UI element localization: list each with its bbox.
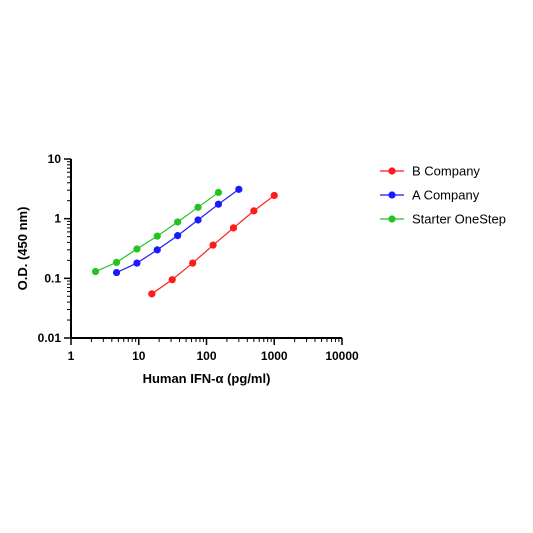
- legend-item: B Company: [380, 164, 480, 179]
- data-point: [112, 268, 121, 277]
- data-point: [270, 191, 278, 200]
- y-tick-label: 0.1: [44, 271, 61, 285]
- y-tick-label: 1: [54, 212, 61, 226]
- y-tick-label: 10: [48, 152, 62, 166]
- data-point: [194, 203, 202, 211]
- legend-marker: [388, 167, 396, 175]
- data-point: [214, 200, 223, 208]
- data-point: [153, 232, 161, 240]
- data-point: [153, 246, 161, 254]
- legend-label: A Company: [412, 188, 480, 203]
- data-point: [91, 267, 100, 276]
- series-layer: [91, 185, 278, 298]
- legend: B Company A Company Starter OneStep: [380, 164, 506, 227]
- x-axis-title: Human IFN-α (pg/ml): [143, 371, 271, 386]
- series-b-company: [148, 191, 278, 298]
- data-point: [214, 188, 223, 197]
- legend-label: Starter OneStep: [412, 212, 506, 227]
- legend-item: A Company: [380, 188, 480, 203]
- series-a-company: [112, 185, 243, 277]
- data-point: [229, 224, 238, 232]
- data-point: [148, 290, 156, 298]
- data-point: [112, 258, 121, 266]
- axis-ticks: 1 10 100 1000 10000 0.01 0.1 1 10: [38, 152, 359, 363]
- x-tick-label: 10000: [325, 349, 359, 363]
- data-point: [168, 276, 176, 284]
- data-point: [250, 207, 258, 215]
- data-point: [209, 241, 217, 249]
- x-tick-label: 10: [132, 349, 146, 363]
- legend-item: Starter OneStep: [380, 212, 506, 227]
- data-point: [174, 218, 182, 226]
- x-tick-label: 100: [196, 349, 216, 363]
- data-point: [235, 185, 243, 193]
- legend-marker: [388, 191, 396, 199]
- legend-label: B Company: [412, 164, 480, 179]
- data-point: [174, 232, 182, 240]
- data-point: [133, 245, 141, 253]
- x-tick-label: 1: [68, 349, 75, 363]
- y-axis-title: O.D. (450 nm): [15, 207, 30, 291]
- data-point: [194, 216, 202, 224]
- legend-marker: [388, 215, 396, 223]
- series-starter-onestep: [91, 188, 223, 276]
- y-tick-label: 0.01: [38, 331, 62, 345]
- data-point: [133, 259, 141, 267]
- data-point: [189, 259, 197, 267]
- x-tick-label: 1000: [261, 349, 288, 363]
